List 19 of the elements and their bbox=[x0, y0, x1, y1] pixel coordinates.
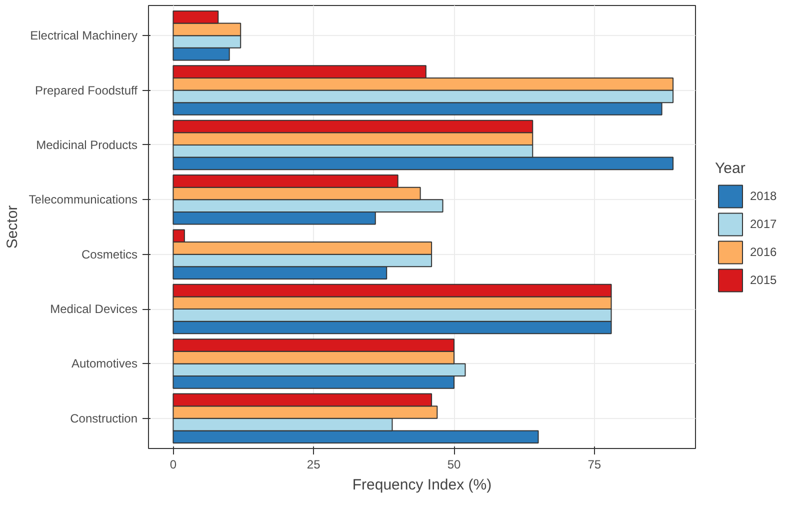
x-axis-title: Frequency Index (%) bbox=[352, 476, 492, 494]
y-tick-label: Prepared Foodstuff bbox=[34, 83, 138, 98]
y-axis-title: Sector bbox=[4, 205, 21, 249]
y-tick-label: Telecommunications bbox=[28, 192, 138, 207]
x-tick-label: 75 bbox=[588, 458, 602, 472]
y-tick-label: Cosmetics bbox=[81, 247, 138, 262]
y-tick-label: Medical Devices bbox=[50, 302, 138, 316]
legend-title: Year bbox=[715, 160, 746, 176]
y-tick-label: Medicinal Products bbox=[36, 138, 138, 152]
x-tick-label: 25 bbox=[306, 458, 321, 472]
legend-label: 2018 bbox=[750, 188, 777, 204]
legend-label: 2017 bbox=[750, 216, 777, 232]
legend-label: 2016 bbox=[750, 244, 777, 260]
y-tick-label: Electrical Machinery bbox=[30, 28, 138, 43]
x-tick-label: 50 bbox=[447, 458, 462, 472]
y-tick-label: Construction bbox=[70, 411, 138, 426]
x-tick-label: 0 bbox=[170, 458, 177, 472]
legend-label: 2015 bbox=[750, 272, 777, 288]
y-tick-label: Automotives bbox=[71, 356, 138, 371]
